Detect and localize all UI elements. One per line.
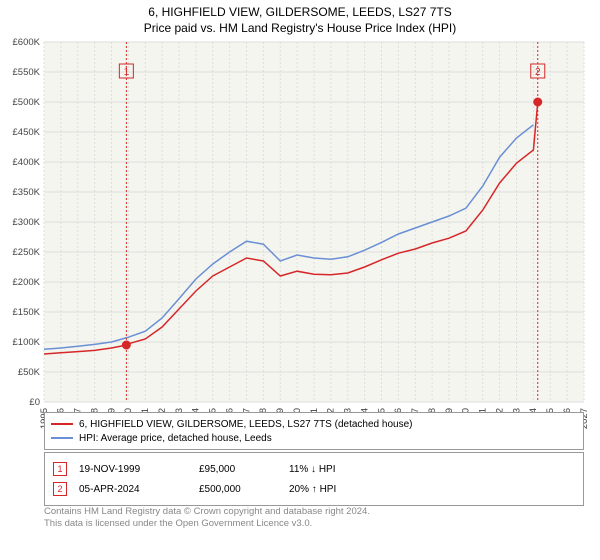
svg-text:£600K: £600K [13, 37, 41, 48]
legend-label-1: 6, HIGHFIELD VIEW, GILDERSOME, LEEDS, LS… [79, 419, 412, 430]
event-delta: 11% ↓ HPI [289, 464, 336, 475]
footer: Contains HM Land Registry data © Crown c… [44, 506, 584, 531]
event-row: 1 19-NOV-1999 £95,000 11% ↓ HPI [53, 459, 575, 479]
svg-text:£400K: £400K [13, 157, 41, 168]
svg-text:£550K: £550K [13, 67, 41, 78]
svg-text:£0: £0 [29, 397, 40, 408]
title-line2: Price paid vs. HM Land Registry's House … [0, 20, 600, 36]
svg-text:£450K: £450K [13, 127, 41, 138]
legend-label-2: HPI: Average price, detached house, Leed… [79, 433, 272, 444]
legend: 6, HIGHFIELD VIEW, GILDERSOME, LEEDS, LS… [44, 412, 584, 450]
event-row: 2 05-APR-2024 £500,000 20% ↑ HPI [53, 479, 575, 499]
title-line1: 6, HIGHFIELD VIEW, GILDERSOME, LEEDS, LS… [0, 4, 600, 20]
legend-swatch-1 [51, 423, 73, 425]
event-badge: 2 [53, 482, 67, 496]
event-date: 19-NOV-1999 [79, 464, 199, 475]
events-table: 1 19-NOV-1999 £95,000 11% ↓ HPI 2 05-APR… [44, 452, 584, 506]
chart-svg: £0£50K£100K£150K£200K£250K£300K£350K£400… [44, 42, 584, 402]
svg-text:£250K: £250K [13, 247, 41, 258]
title-block: 6, HIGHFIELD VIEW, GILDERSOME, LEEDS, LS… [0, 0, 600, 36]
event-delta: 20% ↑ HPI [289, 484, 336, 495]
svg-text:£350K: £350K [13, 187, 41, 198]
chart-container: 6, HIGHFIELD VIEW, GILDERSOME, LEEDS, LS… [0, 0, 600, 560]
event-badge: 1 [53, 462, 67, 476]
legend-row: HPI: Average price, detached house, Leed… [51, 431, 577, 445]
svg-text:£300K: £300K [13, 217, 41, 228]
svg-text:£100K: £100K [13, 337, 41, 348]
event-price: £500,000 [199, 484, 289, 495]
legend-row: 6, HIGHFIELD VIEW, GILDERSOME, LEEDS, LS… [51, 417, 577, 431]
event-price: £95,000 [199, 464, 289, 475]
svg-text:2: 2 [535, 67, 541, 78]
svg-text:£150K: £150K [13, 307, 41, 318]
svg-text:£200K: £200K [13, 277, 41, 288]
svg-text:1: 1 [124, 67, 130, 78]
chart-area: £0£50K£100K£150K£200K£250K£300K£350K£400… [44, 42, 584, 402]
svg-text:£50K: £50K [18, 367, 41, 378]
footer-line1: Contains HM Land Registry data © Crown c… [44, 506, 584, 518]
svg-text:£500K: £500K [13, 97, 41, 108]
legend-swatch-2 [51, 437, 73, 439]
footer-line2: This data is licensed under the Open Gov… [44, 518, 584, 530]
event-date: 05-APR-2024 [79, 484, 199, 495]
